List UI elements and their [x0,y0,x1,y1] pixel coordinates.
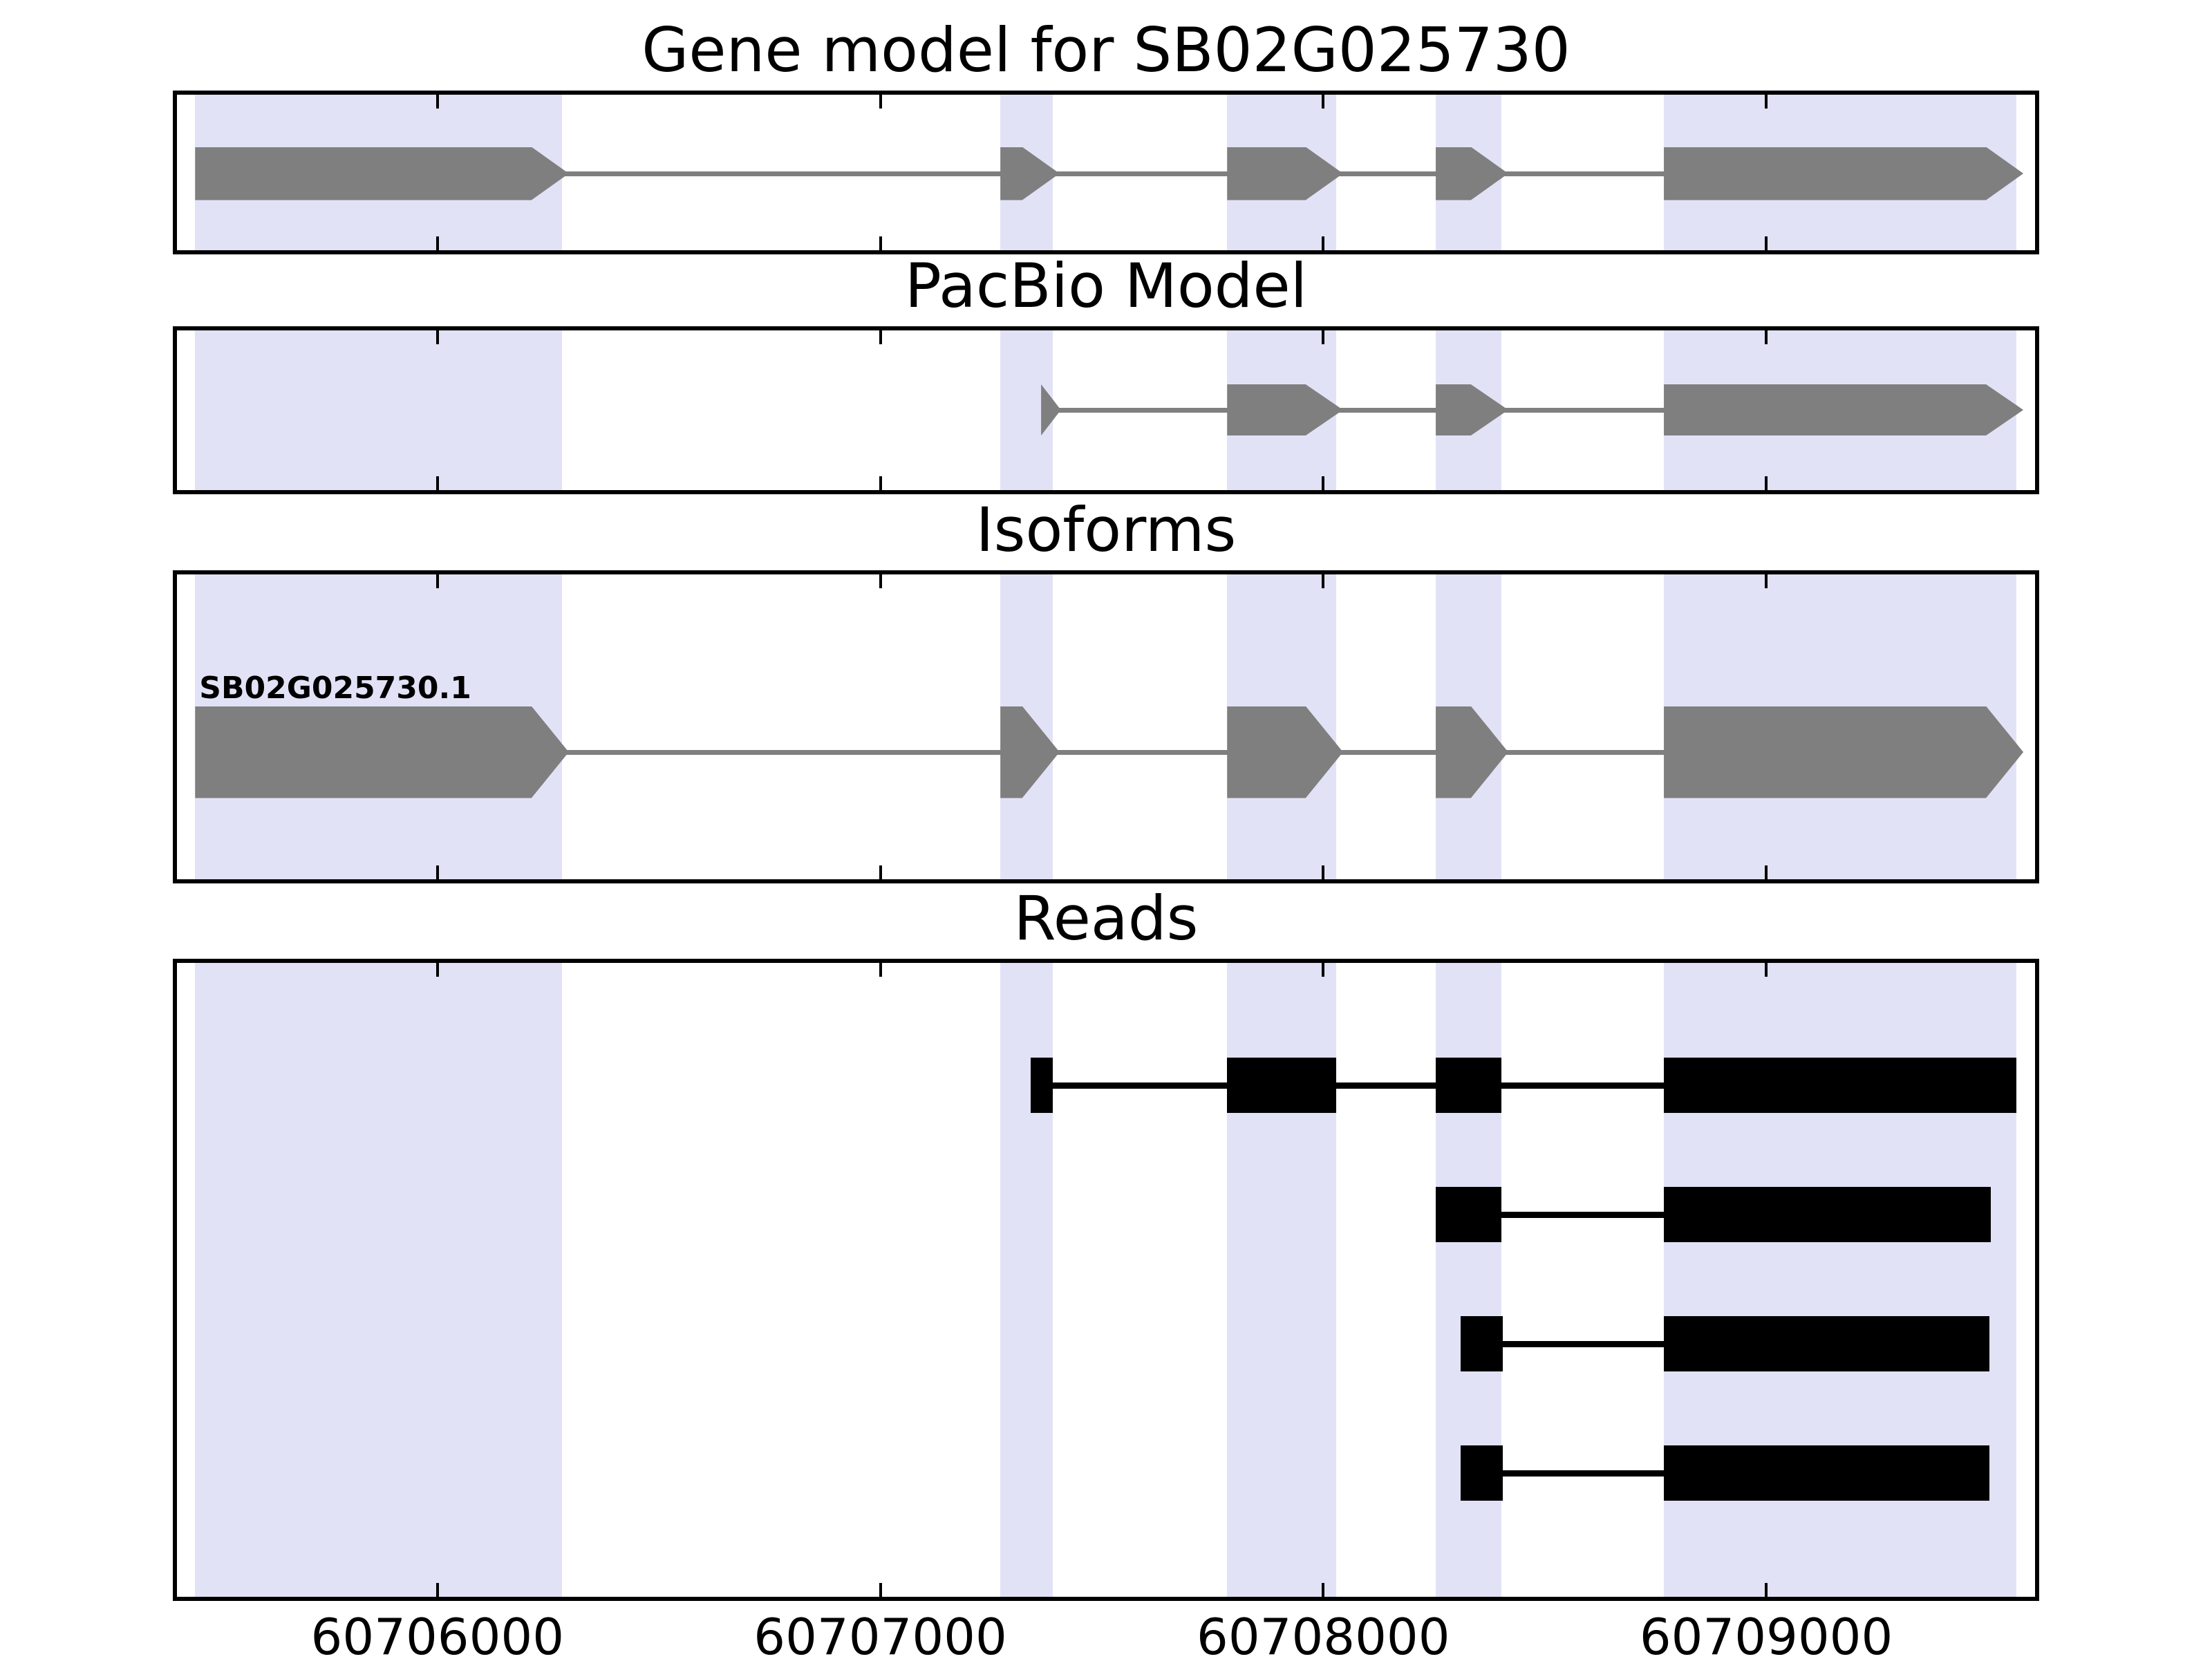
read-intron-line [1502,1470,1665,1477]
axis-tick [879,95,882,109]
axis-tick [1765,1583,1768,1597]
axis-tick [1765,236,1768,250]
intron-line [556,749,1670,755]
panel-reads [173,959,2039,1601]
panel-isoforms: SB02G025730.1 [173,570,2039,883]
exon-glyph [1664,147,2024,200]
axis-tick [879,1583,882,1597]
read-exon-block [1460,1445,1503,1501]
x-tick-label: 60709000 [1639,1608,1893,1659]
read-intron-line [1501,1211,1665,1218]
axis-tick [879,476,882,490]
read-exon-block [1664,1316,1989,1371]
axis-tick [1322,236,1325,250]
axis-tick [435,236,439,250]
axis-tick [879,865,882,879]
axis-tick [1765,574,1768,588]
x-tick-label: 60706000 [310,1608,564,1659]
read-exon-block [1664,1445,1989,1501]
axis-tick [435,963,439,977]
panel-gene-model [173,91,2039,254]
read-intron-line [1502,1340,1665,1347]
axis-tick [1765,95,1768,109]
axis-tick [435,95,439,109]
axis-tick [1322,476,1325,490]
read-exon-block [1227,1058,1336,1113]
axis-tick [1322,1583,1325,1597]
read-exon-block [1436,1187,1501,1242]
axis-tick [1322,574,1325,588]
panel-title: Reads [1013,883,1199,954]
axis-tick [1765,865,1768,879]
panel-title: Isoforms [975,494,1237,565]
axis-tick [879,236,882,250]
x-tick-label: 60707000 [753,1608,1007,1659]
axis-tick [435,865,439,879]
panel-pacbio-model [173,326,2039,494]
exon-glyph [1664,706,2024,798]
axis-tick [1765,476,1768,490]
axis-tick [1765,330,1768,344]
exon-glyph [1664,384,2024,435]
axis-tick [435,574,439,588]
x-tick-label: 60708000 [1197,1608,1450,1659]
axis-tick [435,1583,439,1597]
axis-tick [435,330,439,344]
axis-tick [879,330,882,344]
axis-tick [1322,963,1325,977]
intron-line [1048,407,1670,413]
read-exon-block [1664,1058,2017,1113]
panel-title: PacBio Model [904,250,1308,321]
axis-tick [879,574,882,588]
axis-tick [1322,865,1325,879]
intron-line [556,171,1670,176]
exon-glyph [195,147,569,200]
exon-glyph [195,706,569,798]
read-exon-block [1664,1187,1991,1242]
read-exon-block [1031,1058,1053,1113]
exon-highlight-band [195,963,562,1597]
exon-highlight-band [195,330,562,490]
axis-tick [435,476,439,490]
axis-tick [1765,963,1768,977]
read-intron-line [1053,1082,1665,1089]
axis-tick [1322,95,1325,109]
read-exon-block [1436,1058,1501,1113]
axis-tick [1322,330,1325,344]
isoform-label: SB02G025730.1 [199,670,471,706]
read-exon-block [1460,1316,1503,1371]
axis-tick [879,963,882,977]
panel-title: Gene model for SB02G025730 [641,15,1571,86]
